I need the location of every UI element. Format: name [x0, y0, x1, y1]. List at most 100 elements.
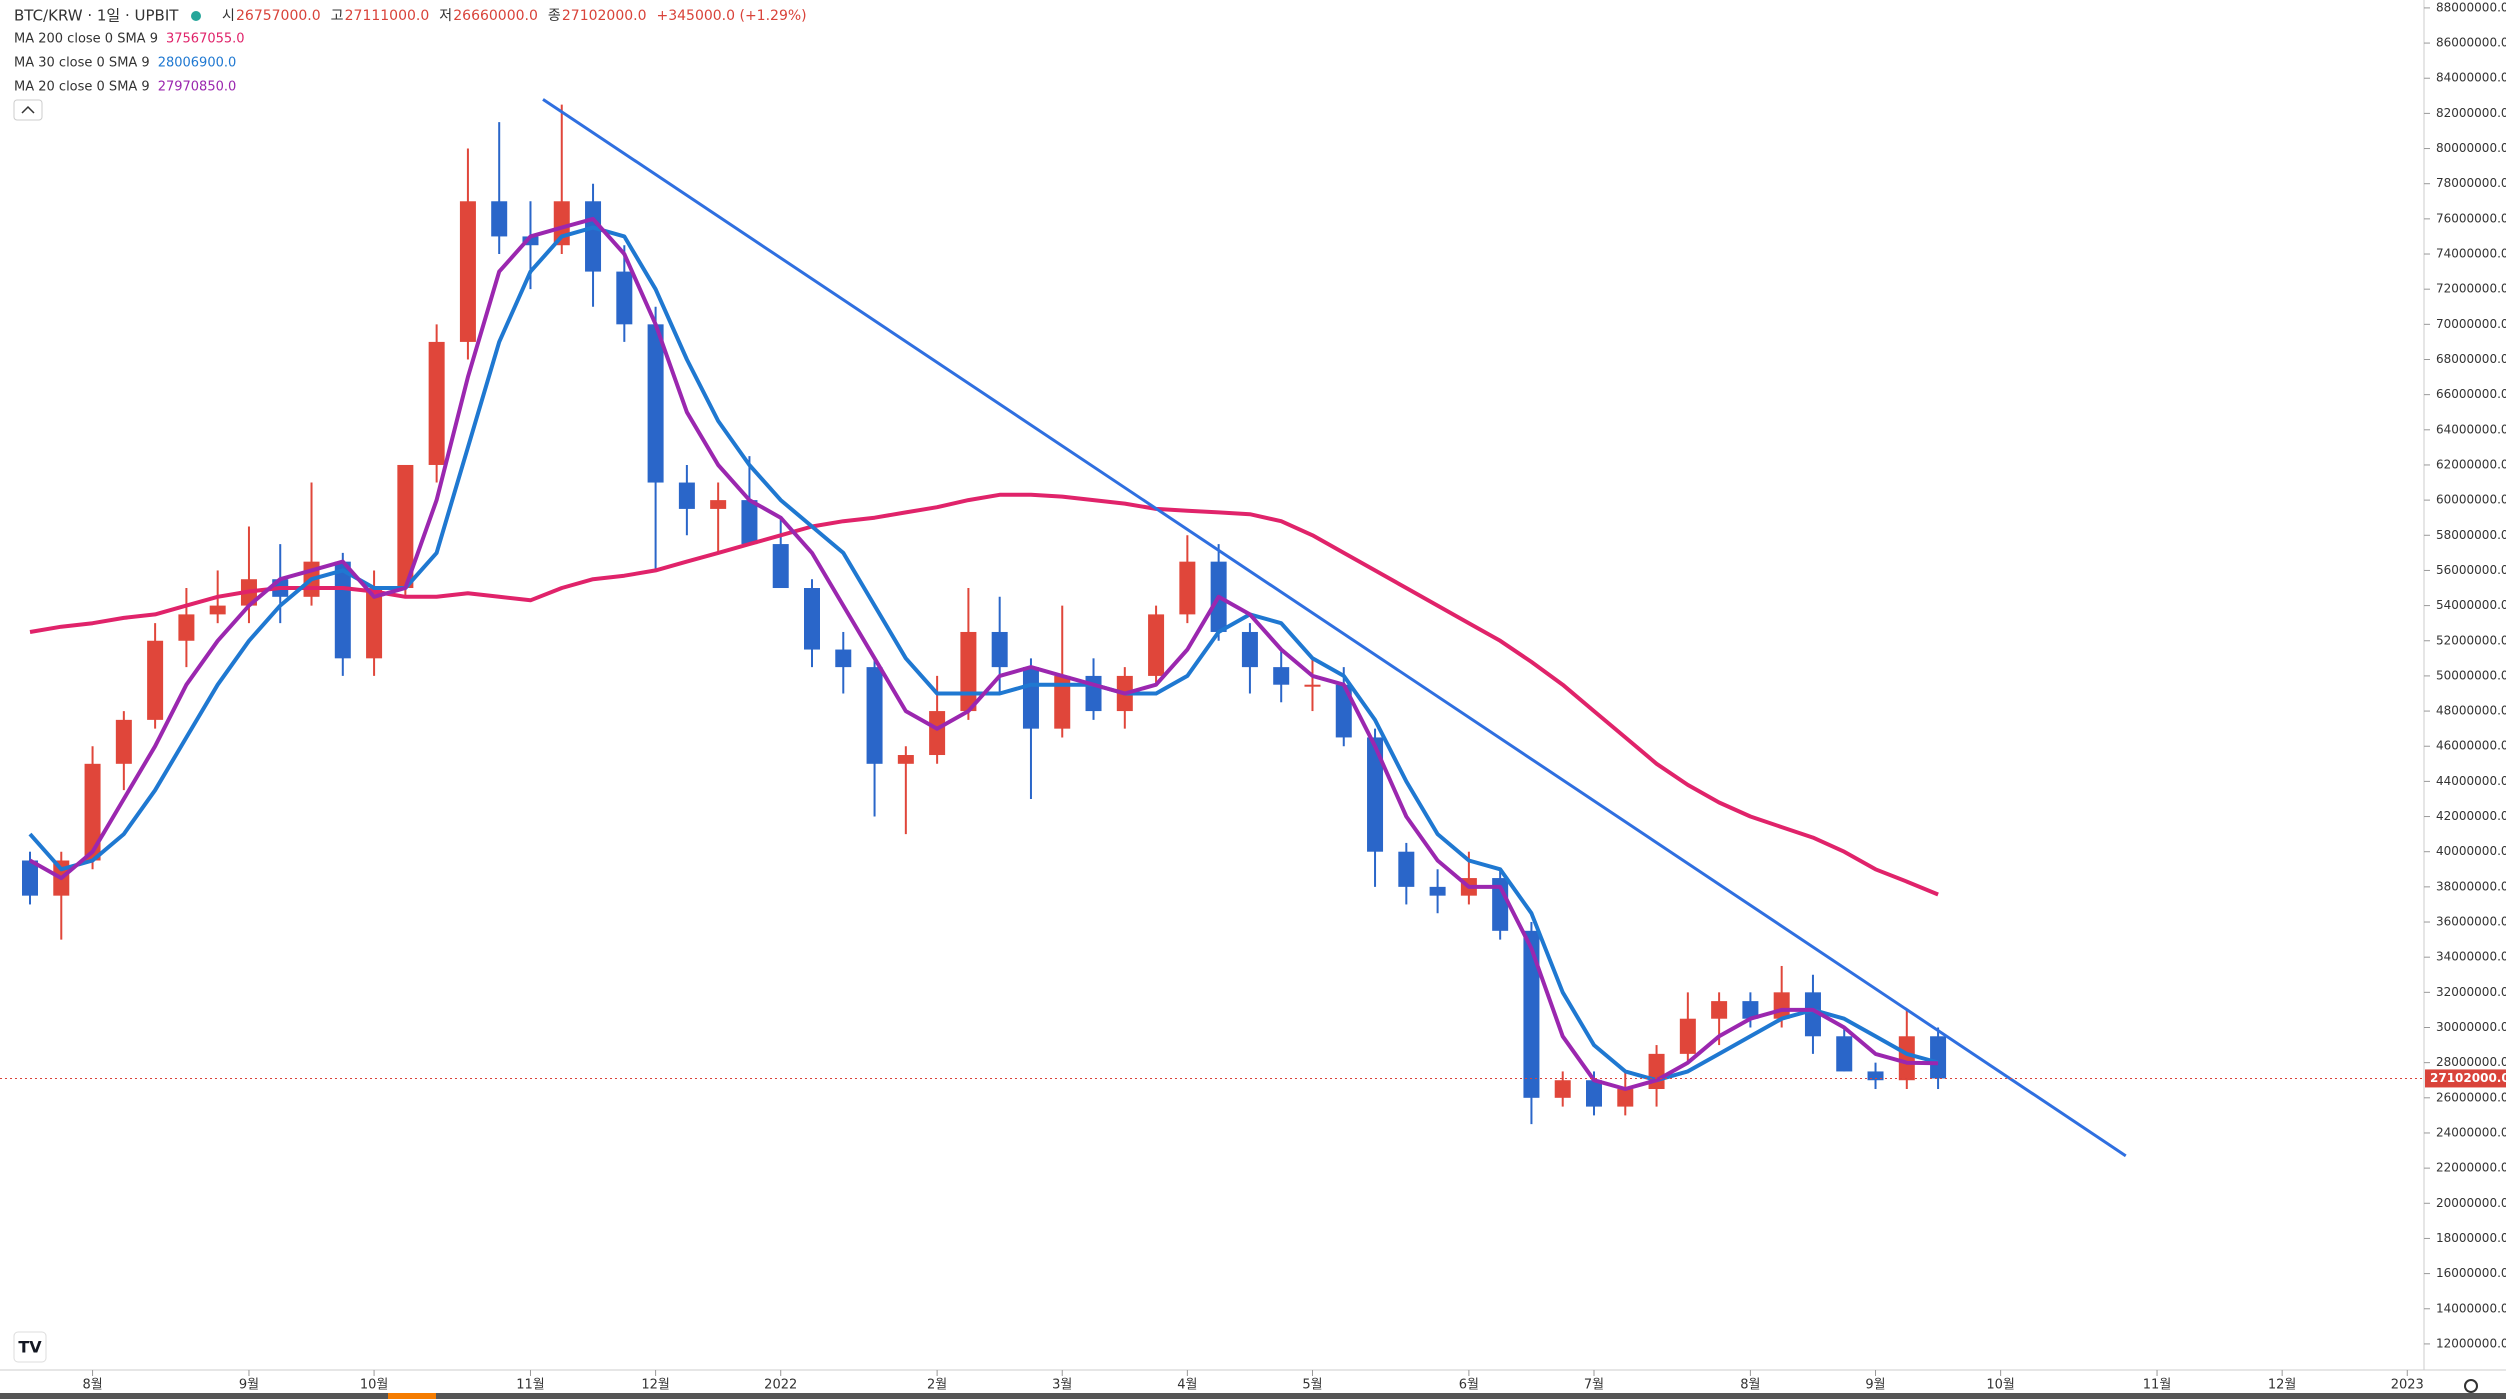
candle-body [804, 588, 820, 650]
y-tick-label: 22000000.0 [2436, 1161, 2506, 1175]
x-tick-label: 7월 [1584, 1378, 1604, 1393]
candle-body [585, 201, 602, 272]
y-tick-label: 26000000.0 [2436, 1090, 2506, 1104]
candle-body [397, 464, 414, 589]
y-tick-label: 84000000.0 [2436, 71, 2506, 85]
y-tick-label: 18000000.0 [2436, 1231, 2506, 1245]
y-tick-label: 72000000.0 [2436, 282, 2506, 296]
tv-logo[interactable]: TV [13, 1331, 47, 1363]
trendline [542, 98, 2127, 1158]
candle-body [522, 236, 539, 246]
x-tick-label: 9월 [239, 1378, 259, 1393]
change: +345000.0 (+1.29%) [657, 8, 807, 24]
candle-body [366, 588, 383, 659]
ma-line [29, 216, 1939, 1091]
candle-body [115, 719, 132, 764]
candle-body [1241, 631, 1258, 668]
candle-body [1179, 561, 1196, 615]
candle-body [1804, 992, 1821, 1037]
ohlc-label: 저 [439, 8, 452, 24]
candle-body [1836, 1036, 1853, 1072]
candle-body [334, 561, 351, 659]
x-tick-label: 5월 [1302, 1378, 1322, 1393]
y-tick-label: 68000000.0 [2436, 352, 2506, 366]
candle-body [1679, 1018, 1696, 1054]
candle-body [1273, 667, 1290, 685]
candle-body [960, 631, 977, 712]
y-tick-label: 54000000.0 [2436, 598, 2506, 612]
candle-body [178, 614, 195, 641]
bottom-bar-marker [388, 1393, 436, 1399]
candle-body [1398, 851, 1415, 887]
last-price-tag [2425, 1069, 2506, 1088]
ohlc-value: 27111000.0 [345, 8, 430, 24]
collapse-button[interactable] [13, 99, 43, 121]
x-tick-label: 2월 [927, 1378, 947, 1393]
y-tick-label: 64000000.0 [2436, 422, 2506, 436]
last-price-label: 27102000.0 [2430, 1071, 2506, 1085]
candle-body [835, 649, 852, 668]
y-tick-label: 70000000.0 [2436, 317, 2506, 331]
candle-body [491, 201, 508, 237]
legend-name: MA 20 close 0 SMA 9 [14, 80, 150, 95]
candle-body [897, 755, 914, 764]
legend-name: MA 200 close 0 SMA 9 [14, 32, 158, 47]
ma-line [29, 492, 1939, 897]
candle-body [1742, 1001, 1759, 1019]
x-tick-label: 4월 [1177, 1378, 1197, 1393]
candle-body [616, 271, 633, 325]
y-tick-label: 30000000.0 [2436, 1020, 2506, 1034]
candle-body [1586, 1080, 1602, 1107]
x-tick-label: 6월 [1459, 1378, 1479, 1393]
candle-body [1429, 886, 1446, 896]
y-tick-label: 62000000.0 [2436, 457, 2506, 471]
y-tick-label: 80000000.0 [2436, 141, 2506, 155]
candle-body [1054, 675, 1071, 729]
x-tick-label: 10월 [1986, 1378, 2015, 1393]
candle-body [1711, 1001, 1728, 1019]
candle-body [1148, 614, 1165, 676]
ohlc-label: 고 [331, 8, 344, 24]
candle-body [741, 500, 758, 545]
y-tick-label: 38000000.0 [2436, 879, 2506, 893]
ohlc-value: 27102000.0 [562, 8, 647, 24]
x-tick-label: 3월 [1052, 1378, 1072, 1393]
y-tick-label: 36000000.0 [2436, 915, 2506, 929]
y-tick-label: 32000000.0 [2436, 985, 2506, 999]
candle-body [1898, 1036, 1915, 1081]
legend-value: 28006900.0 [158, 56, 237, 71]
legend-value: 27970850.0 [158, 80, 237, 95]
status-dot [191, 11, 201, 21]
y-tick-label: 24000000.0 [2436, 1125, 2506, 1139]
candle-body [1304, 684, 1321, 687]
y-tick-label: 12000000.0 [2436, 1336, 2506, 1350]
y-tick-label: 74000000.0 [2436, 247, 2506, 261]
candle-body [1773, 992, 1790, 1019]
x-tick-label: 8월 [1740, 1378, 1760, 1393]
y-tick-label: 52000000.0 [2436, 633, 2506, 647]
y-tick-label: 40000000.0 [2436, 844, 2506, 858]
candle-body [929, 711, 946, 756]
y-tick-label: 76000000.0 [2436, 211, 2506, 225]
legend-name: MA 30 close 0 SMA 9 [14, 56, 150, 71]
x-tick-label: 8월 [82, 1378, 102, 1393]
candle-body [428, 341, 445, 465]
bottom-bar [0, 1393, 2506, 1399]
ohlc-label: 종 [548, 8, 561, 24]
svg-text:TV: TV [18, 1338, 42, 1357]
candle-body [991, 631, 1008, 668]
settings-icon[interactable] [2464, 1379, 2478, 1393]
y-tick-label: 60000000.0 [2436, 493, 2506, 507]
candle-body [1022, 667, 1039, 729]
candle-body [772, 544, 789, 589]
candle-body [647, 324, 664, 483]
x-tick-label: 12월 [2268, 1378, 2297, 1393]
x-tick-label: 11월 [516, 1378, 545, 1393]
y-tick-label: 86000000.0 [2436, 36, 2506, 50]
y-tick-label: 50000000.0 [2436, 668, 2506, 682]
x-tick-label: 12월 [641, 1378, 670, 1393]
y-tick-label: 48000000.0 [2436, 704, 2506, 718]
ohlc-label: 시 [222, 8, 235, 24]
